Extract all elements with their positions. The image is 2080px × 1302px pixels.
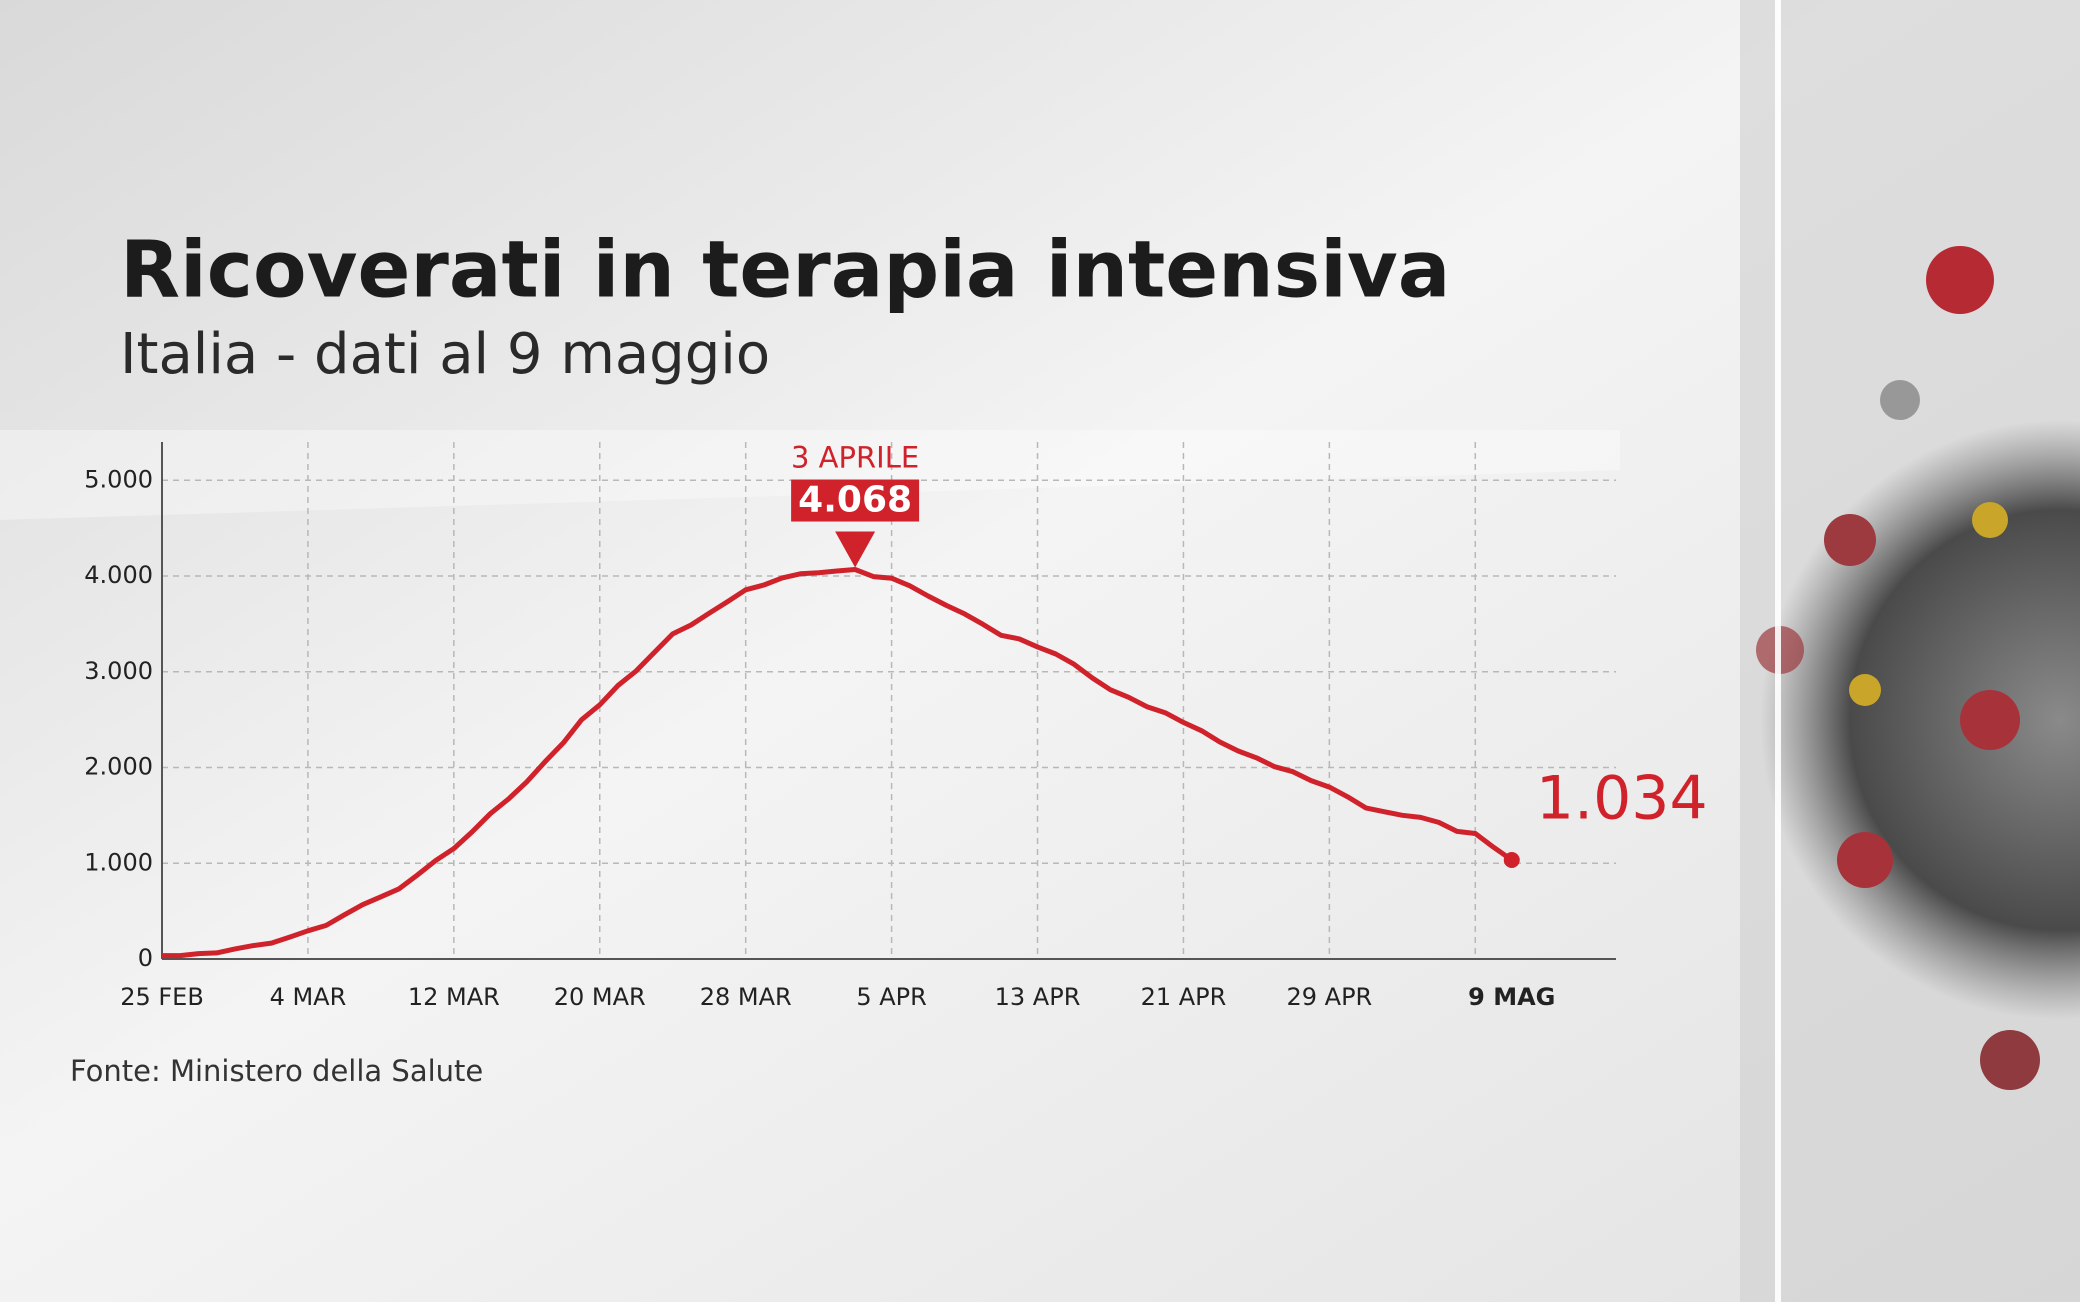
y-tick-label: 2.000 — [84, 753, 153, 781]
x-tick-label: 21 APR — [1141, 983, 1227, 1011]
light-band — [0, 430, 1620, 520]
virus-image — [1740, 0, 2080, 1302]
x-tick-label: 4 MAR — [270, 983, 347, 1011]
x-tick-label: 5 APR — [856, 983, 926, 1011]
data-line — [162, 567, 1514, 959]
peak-label-box — [791, 479, 920, 522]
divider — [1775, 0, 1781, 1302]
peak-annotation: 3 APRILE — [791, 441, 919, 475]
x-tick-label: 12 MAR — [408, 983, 500, 1011]
x-tick-label: 25 FEB — [120, 983, 204, 1011]
x-tick-label: 29 APR — [1286, 983, 1372, 1011]
peak-marker — [835, 531, 876, 568]
x-tick-label: 9 MAG — [1468, 983, 1555, 1011]
x-tick-label: 13 APR — [995, 983, 1081, 1011]
y-tick-label: 4.000 — [84, 561, 153, 589]
end-point — [1503, 852, 1520, 869]
end-value-label: 1.034 — [1536, 764, 1708, 834]
chart-subtitle: Italia - dati al 9 maggio — [120, 322, 770, 387]
peak-value-label: 4.068 — [798, 480, 912, 521]
source-note: Fonte: Ministero della Salute — [70, 1054, 483, 1088]
y-tick-label: 0 — [138, 944, 153, 972]
chart-title: Ricoverati in terapia intensiva — [120, 225, 1450, 315]
y-tick-label: 3.000 — [84, 657, 153, 685]
x-tick-label: 28 MAR — [700, 983, 792, 1011]
y-tick-label: 5.000 — [84, 465, 153, 493]
x-tick-label: 20 MAR — [554, 983, 646, 1011]
y-tick-label: 1.000 — [84, 848, 153, 876]
